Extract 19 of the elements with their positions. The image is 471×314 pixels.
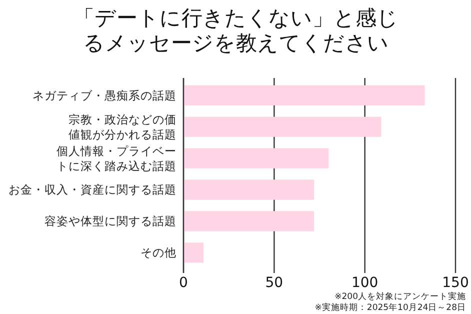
text: ※200人を対象にアンケート実施	[334, 291, 466, 302]
text: ※実施時期：2025年10月24日～28日	[314, 302, 466, 313]
bar	[184, 116, 382, 137]
y-tick-label: 宗教・政治などの価値観が分かれる話題	[68, 112, 176, 142]
y-tick-label: 容姿や体型に関する話題	[44, 214, 176, 228]
x-tick-label: 100	[351, 274, 378, 291]
y-tick-label: その他	[140, 246, 176, 260]
bar	[184, 180, 314, 200]
chart-title: 「デートに行きたくない」と感じるメッセージを教えてください	[74, 6, 398, 55]
bar	[184, 85, 425, 106]
y-tick-label: 個人情報・プライベートに深く踏み込む話題	[56, 144, 176, 173]
y-tick-label: ネガティブ・愚痴系の話題	[32, 88, 176, 102]
bar	[184, 242, 204, 263]
x-tick-label: 150	[442, 274, 469, 291]
x-tick-label: 50	[265, 274, 284, 291]
x-tick-label: 0	[179, 274, 188, 291]
y-tick-label: お金・収入・資産に関する話題	[8, 182, 176, 197]
bar	[184, 211, 314, 232]
bar	[184, 148, 329, 168]
